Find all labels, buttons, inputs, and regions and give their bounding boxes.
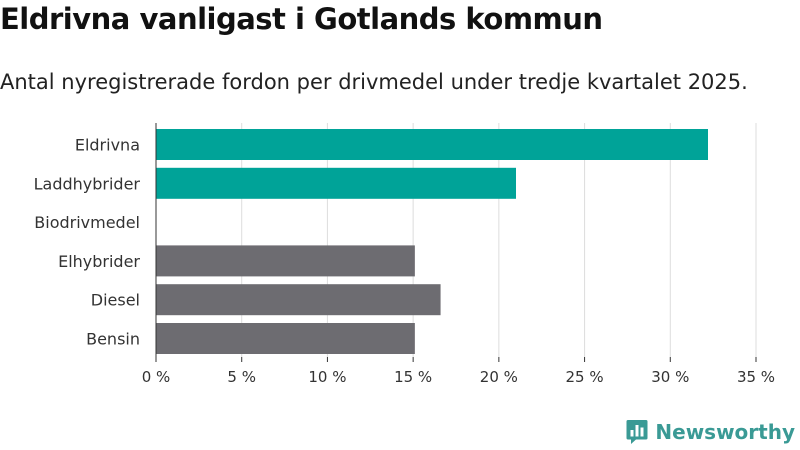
x-tick-label: 5 %: [227, 368, 256, 386]
bar-elhybrider: [156, 245, 415, 277]
category-label: Eldrivna: [75, 136, 140, 155]
chart-title: Eldrivna vanligast i Gotlands kommun: [0, 2, 603, 36]
bar-laddhybrider: [156, 167, 516, 199]
category-label: Elhybrider: [58, 252, 140, 271]
category-label: Laddhybrider: [34, 174, 141, 193]
x-tick-label: 35 %: [737, 368, 775, 386]
newsworthy-logo-icon: [626, 420, 648, 444]
brand-logo: Newsworthy: [626, 419, 795, 445]
x-tick-label: 10 %: [308, 368, 346, 386]
x-tick-label: 0 %: [142, 368, 171, 386]
x-tick-label: 25 %: [566, 368, 604, 386]
x-tick-label: 20 %: [480, 368, 518, 386]
chart-subtitle: Antal nyregistrerade fordon per drivmede…: [0, 70, 748, 94]
brand-name: Newsworthy: [655, 420, 795, 444]
x-tick-label: 15 %: [394, 368, 432, 386]
bar-eldrivna: [156, 129, 708, 160]
x-tick-label: 30 %: [651, 368, 689, 386]
bar-diesel: [156, 284, 441, 316]
category-label: Diesel: [91, 291, 140, 310]
bar-bensin: [156, 323, 415, 354]
category-label: Biodrivmedel: [34, 213, 140, 232]
category-label: Bensin: [86, 330, 140, 349]
